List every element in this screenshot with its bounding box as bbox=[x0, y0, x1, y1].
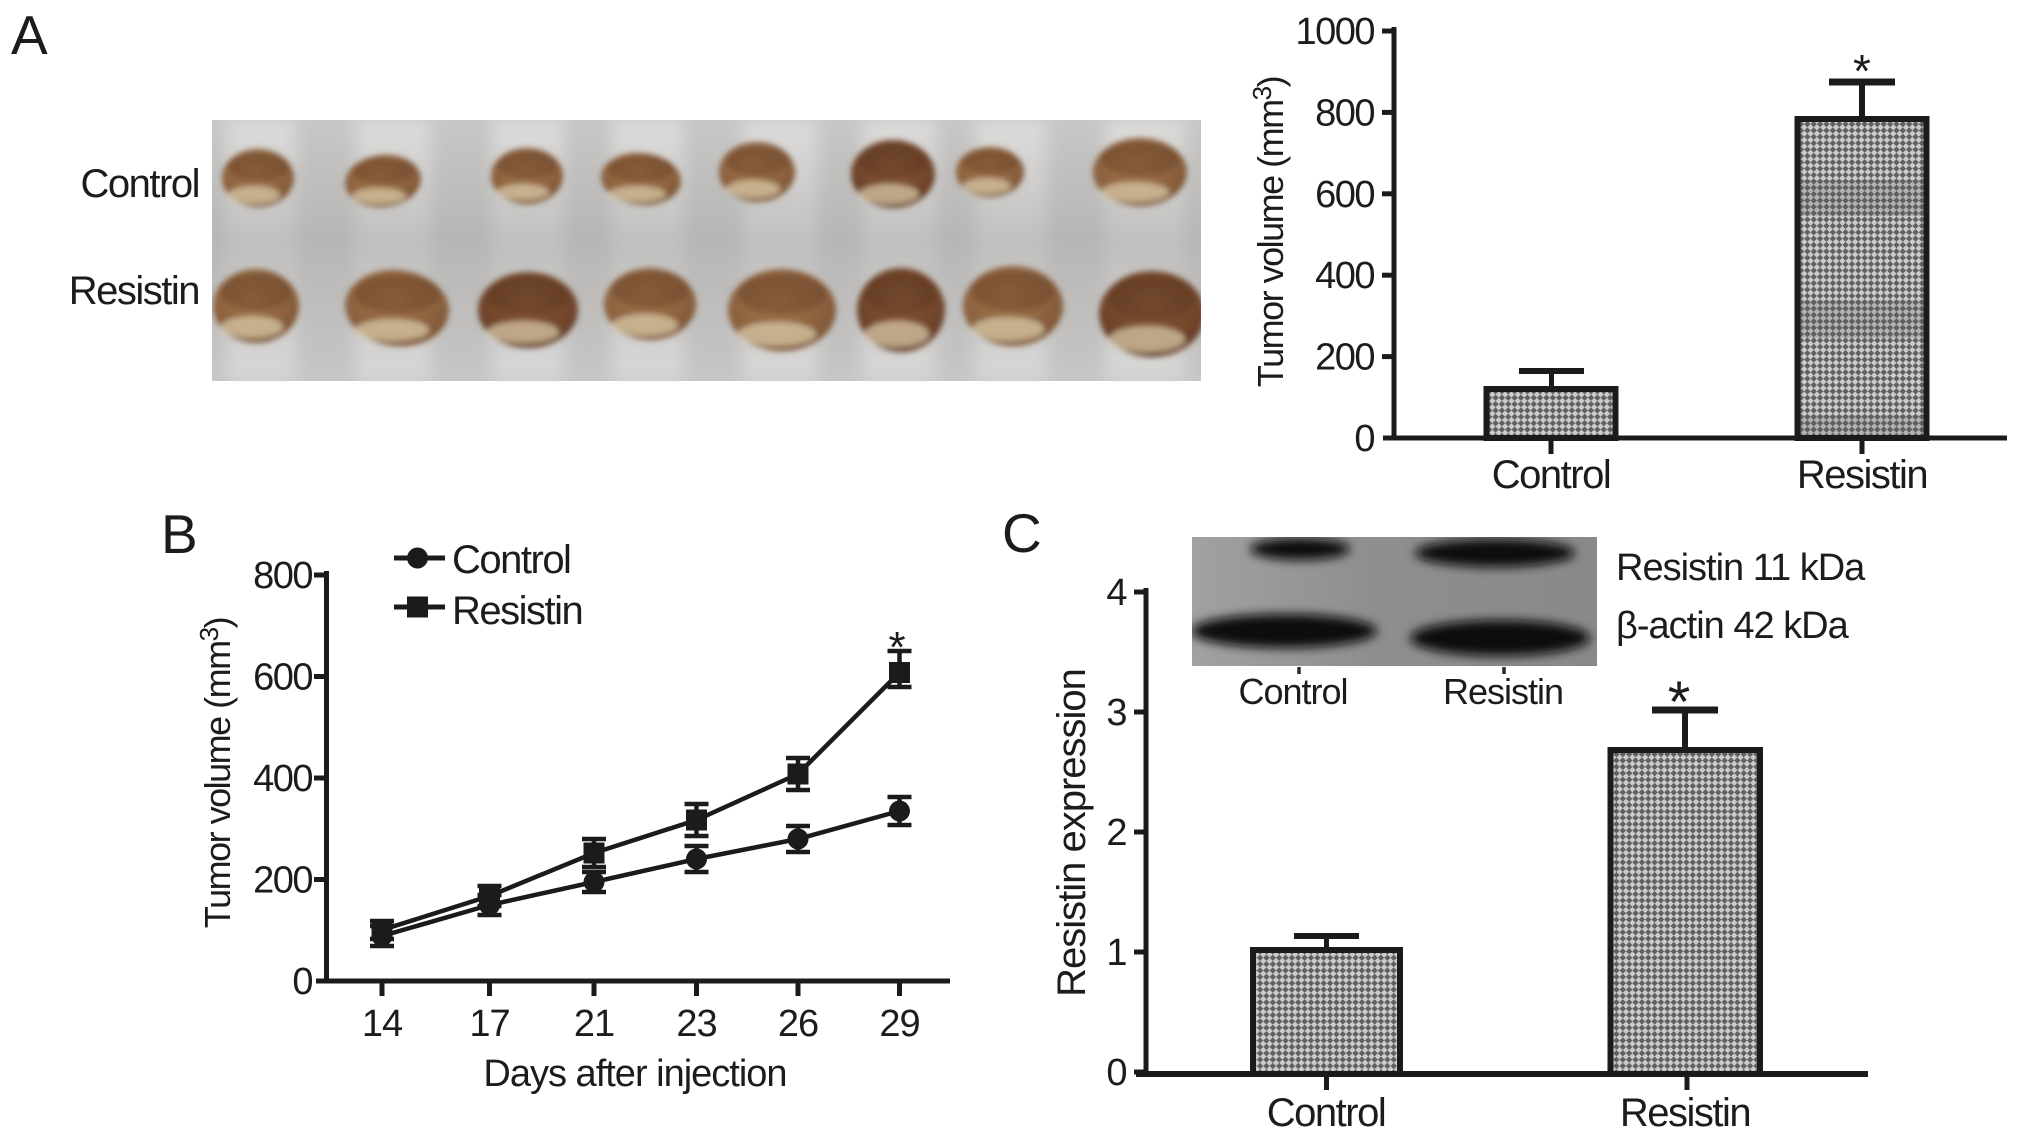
svg-text:3: 3 bbox=[1106, 692, 1126, 734]
svg-text:14: 14 bbox=[362, 1003, 403, 1045]
svg-text:0: 0 bbox=[1106, 1052, 1126, 1094]
svg-text:21: 21 bbox=[574, 1003, 614, 1045]
svg-text:800: 800 bbox=[253, 555, 312, 597]
svg-text:Resistin expression: Resistin expression bbox=[1050, 669, 1094, 997]
svg-text:C: C bbox=[1002, 502, 1042, 564]
svg-text:600: 600 bbox=[253, 657, 312, 699]
svg-text:*: * bbox=[888, 623, 905, 672]
svg-text:Resistin: Resistin bbox=[1443, 671, 1563, 712]
svg-text:Control: Control bbox=[1492, 453, 1610, 497]
svg-text:*: * bbox=[1853, 45, 1871, 97]
svg-text:400: 400 bbox=[253, 758, 312, 800]
svg-text:2: 2 bbox=[1106, 812, 1126, 854]
svg-text:Tumor volume (mm3): Tumor volume (mm3) bbox=[1247, 77, 1291, 387]
svg-text:200: 200 bbox=[1315, 337, 1374, 379]
svg-text:17: 17 bbox=[469, 1003, 509, 1045]
svg-text:Resistin: Resistin bbox=[69, 269, 199, 313]
svg-text:800: 800 bbox=[1315, 92, 1374, 134]
svg-text:Resistin: Resistin bbox=[1620, 1091, 1750, 1134]
svg-text:200: 200 bbox=[253, 860, 312, 902]
svg-text:Tumor volume (mm3): Tumor volume (mm3) bbox=[194, 618, 238, 928]
svg-text:4: 4 bbox=[1106, 572, 1127, 614]
svg-text:Resistin: Resistin bbox=[1797, 453, 1927, 497]
svg-text:1000: 1000 bbox=[1295, 11, 1374, 53]
svg-text:Control: Control bbox=[1267, 1091, 1385, 1134]
svg-text:Days after injection: Days after injection bbox=[483, 1053, 786, 1095]
svg-text:Control: Control bbox=[81, 162, 199, 206]
svg-text:B: B bbox=[161, 503, 198, 565]
svg-text:Resistin: Resistin bbox=[452, 589, 582, 633]
svg-text:Resistin 11 kDa: Resistin 11 kDa bbox=[1616, 547, 1866, 589]
svg-text:A: A bbox=[11, 4, 48, 66]
svg-text:*: * bbox=[1668, 670, 1691, 735]
svg-text:600: 600 bbox=[1315, 174, 1374, 216]
svg-text:0: 0 bbox=[1354, 418, 1374, 460]
svg-text:23: 23 bbox=[676, 1003, 716, 1045]
svg-text:Control: Control bbox=[452, 538, 570, 582]
svg-text:400: 400 bbox=[1315, 255, 1374, 297]
svg-text:26: 26 bbox=[778, 1003, 818, 1045]
svg-text:29: 29 bbox=[879, 1003, 919, 1045]
svg-text:Control: Control bbox=[1238, 671, 1347, 712]
svg-text:β-actin 42 kDa: β-actin 42 kDa bbox=[1616, 605, 1850, 647]
svg-text:1: 1 bbox=[1106, 932, 1126, 974]
svg-text:0: 0 bbox=[292, 961, 312, 1003]
